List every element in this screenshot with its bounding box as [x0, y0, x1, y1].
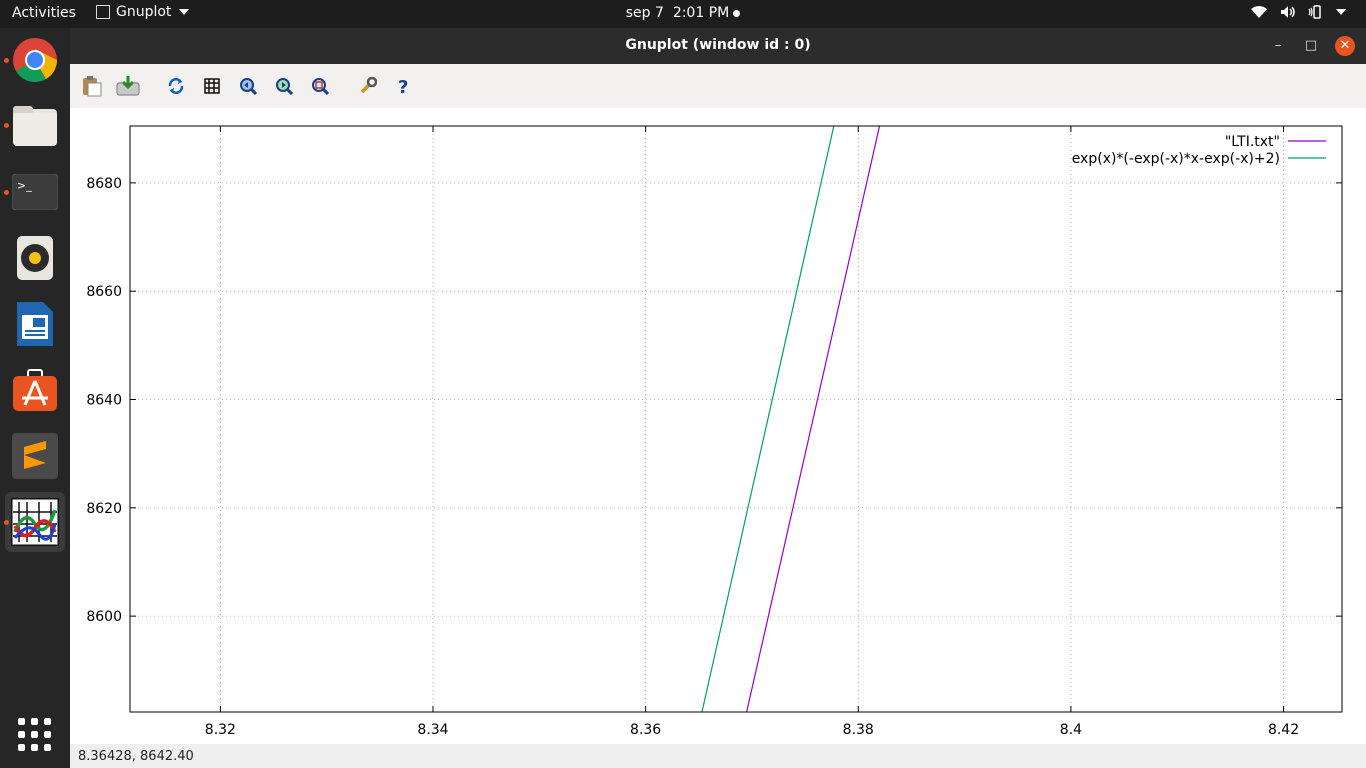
legend-label-1: "LTI.txt"	[1225, 134, 1280, 150]
series-line-2	[701, 126, 835, 712]
chart[interactable]: 8.32 8.34 8.36 8.38 8.4 8.42 8600 8620 8640 8660 8…	[70, 108, 1366, 744]
system-tray[interactable]	[1250, 5, 1346, 19]
dock-item-writer[interactable]	[5, 294, 65, 354]
dock-item-files[interactable]	[5, 96, 65, 156]
clock-button[interactable]: sep 7 2:01 PM	[625, 5, 741, 21]
zoom-next-icon	[276, 78, 293, 95]
system-menu-caret-icon	[1336, 9, 1346, 15]
previous-zoom-button[interactable]	[236, 74, 260, 98]
clock-time: 2:01 PM	[672, 5, 730, 21]
zoom-previous-icon	[240, 78, 257, 95]
clipboard-icon	[83, 76, 102, 97]
toggle-grid-button[interactable]	[200, 74, 224, 98]
terminal-icon: >_	[12, 174, 58, 210]
show-applications-button[interactable]	[18, 718, 52, 752]
writer-icon	[17, 302, 53, 346]
dock-item-chrome[interactable]	[5, 30, 65, 90]
wifi-icon	[1251, 6, 1267, 18]
y-tick-label: 8620	[86, 501, 122, 517]
svg-text:?: ?	[398, 77, 408, 96]
x-tick-label: 8.4	[1060, 722, 1082, 738]
plot-canvas[interactable]: 8.32 8.34 8.36 8.38 8.4 8.42 8600 8620 8640 8660 8…	[70, 108, 1366, 744]
autoscale-button[interactable]	[308, 74, 332, 98]
y-tick-label: 8640	[86, 393, 122, 409]
wrench-icon	[360, 77, 377, 94]
running-indicator-icon	[4, 123, 9, 128]
mouse-coordinates: 8.36428, 8642.40	[78, 749, 194, 764]
legend-label-2: exp(x)*(-exp(-x)*x-exp(-x)+2)	[1072, 151, 1280, 167]
title-bar[interactable]: Gnuplot (window id : 0) – □ ✕	[70, 28, 1366, 64]
series-line-1	[746, 126, 881, 712]
x-tick-label: 8.42	[1268, 722, 1299, 738]
gnuplot-icon	[11, 498, 59, 546]
dock-item-gnuplot[interactable]	[5, 492, 65, 552]
clock: sep 7 2:01 PM	[0, 5, 1366, 21]
sublime-text-icon	[12, 433, 58, 479]
files-icon	[13, 106, 57, 146]
running-indicator-icon	[4, 58, 9, 63]
x-tick-label: 8.32	[205, 722, 236, 738]
running-indicator-icon	[4, 190, 9, 195]
x-tick-label: 8.34	[417, 722, 448, 738]
help-icon: ?	[398, 77, 408, 96]
software-center-icon	[13, 369, 57, 411]
rhythmbox-icon	[17, 236, 53, 280]
refresh-icon	[168, 78, 184, 94]
preferences-button[interactable]	[356, 74, 380, 98]
gnuplot-app-icon	[96, 5, 110, 19]
status-bar: 8.36428, 8642.40	[70, 744, 1366, 768]
app-menu-label: Gnuplot	[116, 4, 172, 20]
plot-border	[129, 125, 1343, 713]
zoom-fit-icon	[312, 78, 329, 95]
notification-dot-icon	[733, 9, 741, 17]
minimize-button[interactable]: –	[1274, 38, 1282, 53]
copy-to-clipboard-button[interactable]	[80, 74, 104, 98]
x-tick-label: 8.36	[630, 722, 661, 738]
y-tick-label: 8660	[86, 284, 122, 300]
chevron-down-icon	[179, 9, 190, 15]
dock-item-rhythmbox[interactable]	[5, 228, 65, 288]
grid-icon	[204, 78, 220, 94]
close-button[interactable]: ✕	[1335, 36, 1355, 56]
next-zoom-button[interactable]	[272, 74, 296, 98]
help-button[interactable]: ?	[392, 74, 416, 98]
replot-button[interactable]	[164, 74, 188, 98]
app-menu[interactable]: Gnuplot	[96, 4, 190, 20]
toolbar: ?	[70, 64, 1366, 108]
maximize-button[interactable]: □	[1304, 38, 1318, 53]
window-title: Gnuplot (window id : 0)	[625, 37, 811, 53]
export-icon	[116, 76, 140, 96]
y-tick-label: 8600	[86, 609, 122, 625]
top-bar: Activities Gnuplot sep 7 2:01 PM	[0, 0, 1366, 28]
volume-icon	[1281, 6, 1295, 18]
dock-item-sublime[interactable]	[5, 426, 65, 486]
chrome-icon	[13, 38, 57, 82]
gnuplot-window: Gnuplot (window id : 0) – □ ✕ ?	[70, 28, 1366, 768]
dock: >_	[0, 28, 70, 768]
dock-item-software[interactable]	[5, 360, 65, 420]
y-tick-label: 8680	[86, 176, 122, 192]
x-tick-label: 8.38	[843, 722, 874, 738]
clock-date: sep 7	[625, 5, 664, 21]
dock-item-terminal[interactable]: >_	[5, 162, 65, 222]
battery-icon	[1308, 5, 1321, 19]
running-indicator-icon	[4, 520, 9, 525]
export-button[interactable]	[116, 74, 140, 98]
activities-button[interactable]: Activities	[12, 5, 76, 21]
svg-text:>_: >_	[17, 179, 32, 192]
